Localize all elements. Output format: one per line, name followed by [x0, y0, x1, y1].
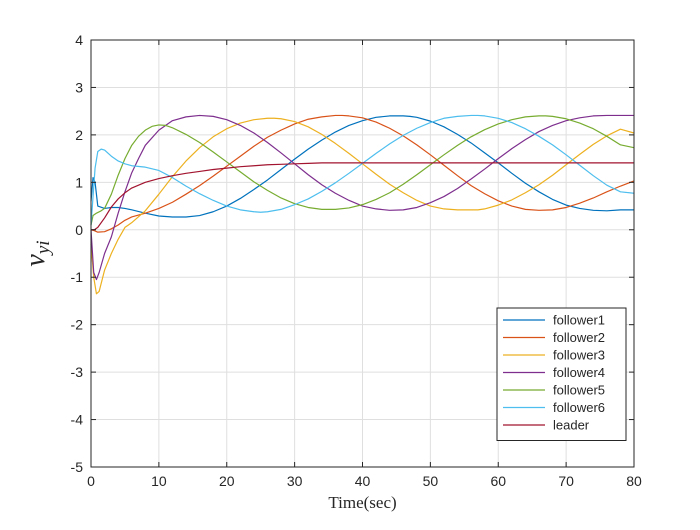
series-line-leader: [91, 162, 634, 231]
y-tick-label: 2: [75, 127, 83, 143]
series-line-follower5: [90, 115, 635, 226]
y-axis-label-subscript: yi: [33, 240, 54, 256]
x-tick-label: 50: [423, 473, 439, 489]
x-tick-label: 30: [287, 473, 303, 489]
x-tick-label: 10: [151, 473, 167, 489]
legend-label: follower5: [553, 383, 605, 398]
series-line-follower4: [90, 114, 634, 281]
x-axis-label: Time(sec): [328, 493, 396, 512]
y-tick-label: 1: [75, 174, 83, 190]
x-tick-label: 80: [626, 473, 642, 489]
y-tick-label: 3: [75, 79, 83, 95]
legend-label: follower2: [553, 330, 605, 345]
x-tick-label: 0: [87, 473, 95, 489]
y-tick-label: -5: [71, 459, 84, 475]
series-line-follower2: [90, 114, 635, 233]
y-tick-label: -4: [71, 412, 84, 428]
x-tick-label: 20: [219, 473, 235, 489]
y-tick-label: 4: [75, 32, 83, 48]
series-line-follower3: [90, 117, 635, 295]
y-tick-label: -3: [71, 364, 84, 380]
y-axis-label: vyi: [20, 240, 54, 266]
series-line-follower6: [90, 114, 635, 226]
legend-label: follower4: [553, 365, 605, 380]
legend-box: [496, 307, 627, 441]
x-tick-label: 60: [490, 473, 506, 489]
series-lines: [90, 114, 635, 295]
series-line-follower1: [90, 115, 634, 218]
legend-label: leader: [553, 418, 590, 433]
y-tick-label: 0: [75, 222, 83, 238]
x-tick-label: 40: [355, 473, 371, 489]
legend-label: follower3: [553, 348, 605, 363]
x-tick-label: 70: [558, 473, 574, 489]
legend: follower1 follower2 follower3 follower4 foll…: [496, 307, 627, 441]
legend-label: follower1: [553, 313, 605, 328]
y-tick-label: -2: [71, 317, 84, 333]
y-axis-label-main: v: [20, 254, 51, 267]
legend-label: follower6: [553, 400, 605, 415]
axis-ticks: 0 10 20 30 40 50 60 70 80 -5 -4 -3 -2 -1 0 1 2 3 4: [71, 32, 642, 489]
y-tick-label: -1: [71, 269, 84, 285]
